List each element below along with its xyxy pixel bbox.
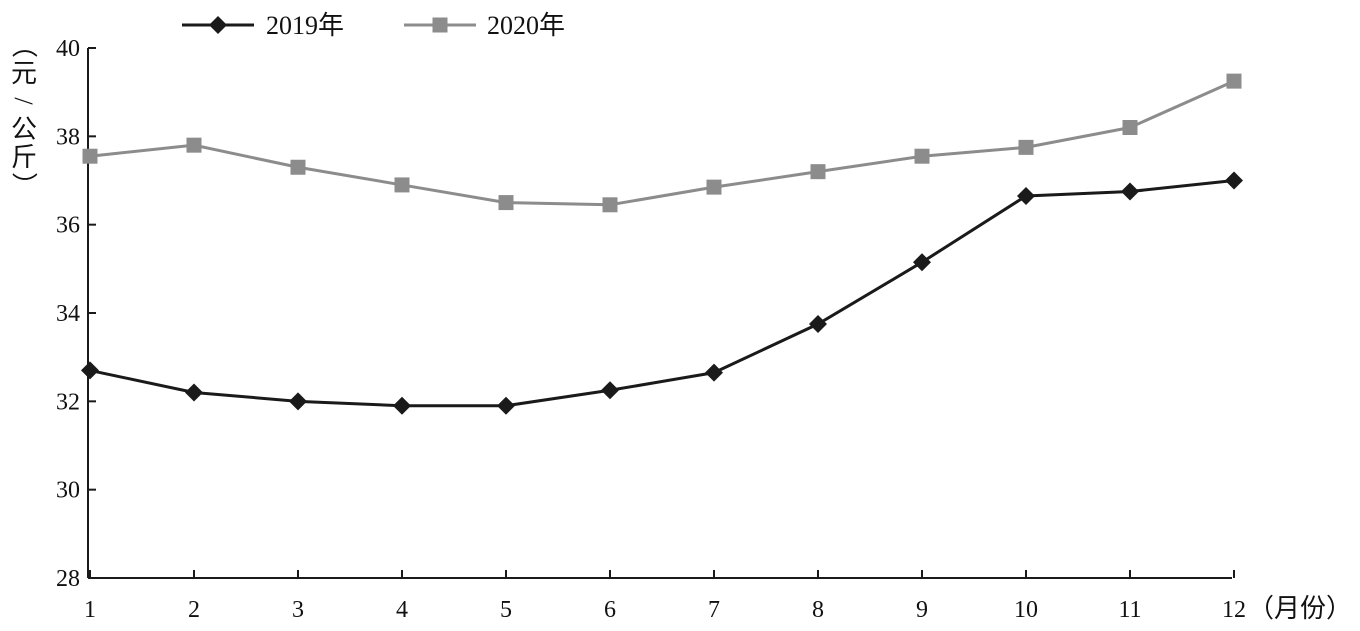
data-point [706,179,722,195]
series-2 [82,73,1242,213]
data-point [393,396,411,415]
legend-item-2: 2020年 [404,11,565,40]
legend-label: 2020年 [487,11,565,40]
y-tick-label: 40 [56,36,80,62]
x-tick-label: 10 [1014,597,1038,623]
data-point [913,253,931,272]
y-tick-label: 28 [56,566,80,592]
data-point [1225,171,1243,190]
x-tick-label: 4 [396,597,408,623]
y-axis-label-char: （ [9,32,38,58]
data-point [498,195,514,211]
y-axis-label-char: 斤 [11,143,37,172]
data-point [602,197,618,213]
x-tick-label: 7 [708,597,720,623]
x-tick-label: 8 [812,597,824,623]
data-point [432,17,448,33]
data-point [81,361,99,380]
y-tick-label: 32 [56,389,80,415]
y-axis-label: （元 / 公斤） [9,32,38,198]
data-point [82,148,98,164]
series-line [89,179,1235,408]
data-point [601,381,619,400]
y-axis-label-char: / [9,97,38,105]
data-point [186,137,202,153]
y-tick-label: 38 [56,124,80,150]
y-axis-label-char: 公 [11,115,37,144]
y-axis-label-char: 元 [11,59,37,88]
x-tick-label: 9 [916,597,928,623]
data-point [185,383,203,402]
x-tick-label: 6 [604,597,616,623]
x-axis-unit-label: （月份） [1248,594,1352,623]
data-point [290,159,306,175]
y-axis-label-char: ） [9,172,38,198]
x-tick-label: 3 [292,597,304,623]
legend: 2019年 2020年 [182,11,565,40]
data-point [289,392,307,411]
y-tick-label: 34 [56,301,80,327]
legend-label: 2019年 [266,11,344,40]
legend-item-1: 2019年 [182,11,344,40]
series-1 [81,171,1243,415]
y-tick-label: 36 [56,213,80,239]
data-point [1122,120,1138,135]
x-tick-label: 12 [1222,597,1246,623]
data-point [1017,186,1035,205]
data-point [1121,182,1139,201]
series-layer [81,73,1243,415]
x-tick-label: 11 [1118,597,1141,623]
data-point [705,363,723,382]
data-point [1018,139,1034,155]
x-tick-label: 2 [188,597,200,623]
data-point [1226,73,1242,89]
axis-labels: （月份） （元 / 公斤） [9,32,1352,623]
data-point [209,16,227,34]
data-point [914,148,930,164]
x-tick-label: 1 [84,597,96,623]
data-point [497,396,515,415]
series-line [89,79,1235,207]
data-point [394,177,410,193]
data-point [810,164,826,180]
x-tick-label: 5 [500,597,512,623]
y-tick-label: 30 [56,478,80,504]
data-point [809,315,827,334]
